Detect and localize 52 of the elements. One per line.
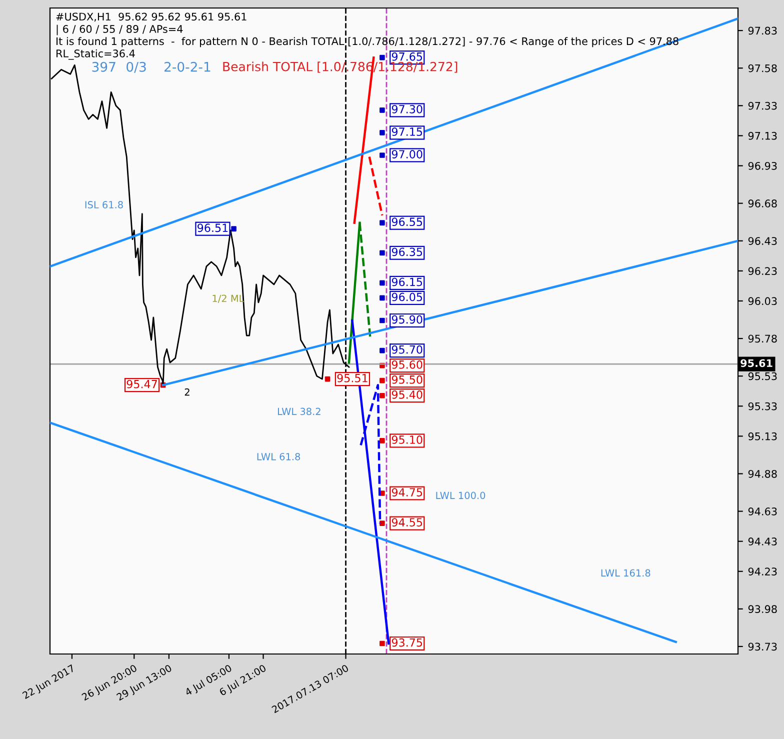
- y-tick-label: 97.58: [748, 64, 777, 72]
- data-label: 93.75: [392, 638, 422, 647]
- data-label: 96.55: [392, 218, 422, 226]
- annotation: 397: [92, 62, 116, 72]
- y-tick-label: 93.98: [748, 605, 777, 614]
- data-label: 96.05: [392, 292, 422, 302]
- data-label: 95.40: [392, 390, 422, 399]
- y-tick-label: 96.03: [748, 297, 777, 306]
- annotation: LWL 61.8: [257, 452, 300, 460]
- chart-title: #USDX,H1 95.62 95.62 95.61 95.61: [56, 12, 246, 22]
- data-label: 96.35: [392, 248, 422, 256]
- y-tick-label: 96.43: [748, 237, 777, 245]
- y-tick-label: 96.23: [748, 267, 777, 276]
- annotation: LWL 161.8: [601, 569, 650, 577]
- data-label: 96.51: [198, 224, 228, 232]
- data-label: 95.10: [392, 435, 422, 444]
- y-tick-label: 97.13: [748, 132, 777, 140]
- annotation: | 6 / 60 / 55 / 89 / APs=4: [56, 24, 183, 36]
- annotation: LWL 38.2: [278, 408, 320, 416]
- y-tick-label: 96.93: [748, 162, 777, 170]
- y-tick-label: 95.78: [748, 334, 777, 343]
- y-tick-label: 97.33: [748, 102, 777, 110]
- data-label: 96.15: [392, 278, 422, 286]
- y-tick-label: 93.73: [748, 642, 777, 651]
- y-tick-label: 95.13: [748, 432, 777, 440]
- annotation: ISL 61.8: [85, 201, 123, 208]
- data-label: 94.75: [392, 488, 422, 496]
- data-label: 95.60: [392, 360, 422, 369]
- y-tick-label: 94.43: [748, 538, 777, 546]
- y-tick-label: 97.83: [748, 26, 777, 35]
- y-tick-label: 96.68: [748, 200, 777, 208]
- data-label: 97.15: [392, 128, 422, 136]
- data-label: 95.50: [392, 375, 422, 384]
- annotation: LWL 100.0: [436, 492, 486, 500]
- annotation: 2: [184, 388, 190, 396]
- data-label: 95.51: [337, 374, 368, 382]
- annotation: 2-0-2-1: [164, 62, 210, 72]
- annotation: RL_Static=36.4: [56, 49, 135, 60]
- ref-line-label: 95.61: [740, 359, 772, 368]
- data-label: 97.00: [392, 150, 422, 158]
- data-label: 94.55: [392, 518, 422, 527]
- data-label: 95.90: [392, 315, 422, 324]
- y-tick-label: 94.88: [748, 470, 777, 478]
- data-label: 97.65: [392, 52, 422, 61]
- annotation: 0/3: [126, 62, 146, 73]
- y-tick-label: 94.63: [748, 508, 777, 516]
- y-tick-label: 95.33: [748, 402, 777, 410]
- y-tick-label: 94.23: [748, 568, 777, 576]
- data-label: 97.30: [392, 104, 422, 114]
- y-tick-label: 95.53: [748, 372, 777, 380]
- data-label: 95.47: [126, 380, 157, 388]
- data-label: 95.70: [392, 345, 422, 354]
